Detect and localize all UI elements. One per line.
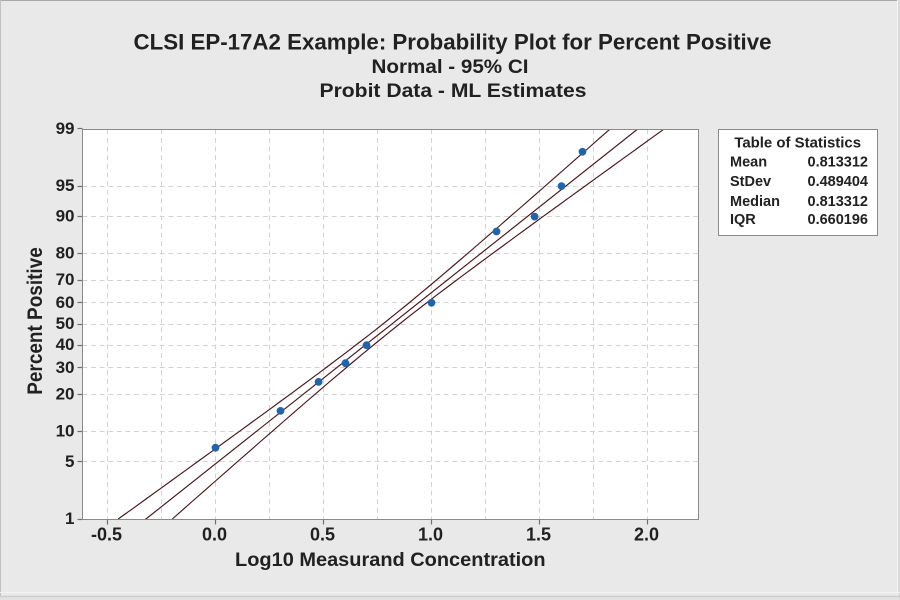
svg-text:IQR: IQR <box>730 212 756 228</box>
svg-text:0.813312: 0.813312 <box>808 154 868 170</box>
svg-text:1: 1 <box>65 509 74 528</box>
svg-text:95: 95 <box>56 176 75 195</box>
svg-text:5: 5 <box>65 452 74 471</box>
svg-text:Normal - 95% CI: Normal - 95% CI <box>372 57 529 78</box>
svg-text:CLSI EP-17A2 Example: Probabil: CLSI EP-17A2 Example: Probability Plot f… <box>134 30 772 55</box>
svg-text:1.5: 1.5 <box>526 525 551 545</box>
svg-text:99: 99 <box>56 119 75 138</box>
svg-text:Median: Median <box>730 194 780 210</box>
svg-text:10: 10 <box>56 421 75 440</box>
svg-text:50: 50 <box>56 314 75 333</box>
svg-text:0.660196: 0.660196 <box>808 212 868 228</box>
svg-text:Log10 Measurand Concentration: Log10 Measurand Concentration <box>235 550 546 571</box>
svg-text:2.0: 2.0 <box>634 525 659 545</box>
svg-text:1.0: 1.0 <box>418 525 443 545</box>
svg-text:Mean: Mean <box>730 154 767 170</box>
svg-text:-0.5: -0.5 <box>91 525 122 545</box>
svg-text:20: 20 <box>56 385 75 404</box>
svg-text:Table of Statistics: Table of Statistics <box>734 134 861 151</box>
svg-text:StDev: StDev <box>730 174 771 190</box>
svg-text:0.489404: 0.489404 <box>808 174 868 190</box>
svg-text:30: 30 <box>56 358 75 377</box>
svg-text:Percent Positive: Percent Positive <box>24 247 47 395</box>
svg-text:0.0: 0.0 <box>202 525 227 545</box>
svg-text:80: 80 <box>56 243 75 262</box>
svg-text:0.813312: 0.813312 <box>808 194 868 210</box>
svg-text:90: 90 <box>56 207 75 226</box>
svg-text:70: 70 <box>56 270 75 289</box>
svg-text:60: 60 <box>56 293 75 312</box>
svg-text:40: 40 <box>56 335 75 354</box>
svg-text:0.5: 0.5 <box>310 525 335 545</box>
svg-text:Probit Data - ML Estimates: Probit Data - ML Estimates <box>320 81 587 102</box>
